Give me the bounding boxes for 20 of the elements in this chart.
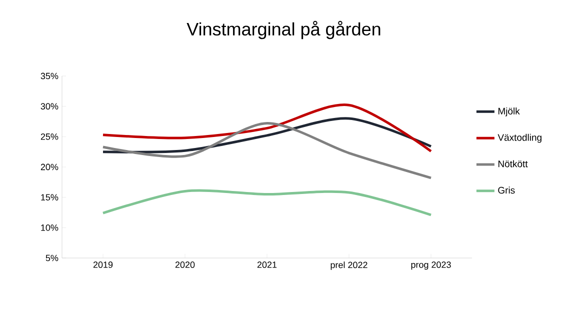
x-tick-label: 2020 [175, 262, 195, 268]
line-series [102, 122, 432, 180]
line-series [102, 104, 432, 152]
y-tick-label: 25% [40, 133, 58, 140]
y-tick-label: 15% [41, 194, 58, 200]
legend-label: Mjölk [498, 107, 520, 116]
legend-label: Nötkött [498, 160, 528, 168]
y-tick-label: 30% [40, 103, 58, 110]
x-tick-label: 2021 [257, 262, 277, 268]
x-tick-label: prel 2022 [330, 262, 368, 270]
x-tick-label: prog 2023 [411, 262, 451, 270]
legend-label: Växtodling [498, 134, 542, 143]
x-tick-label: 2019 [93, 262, 113, 268]
y-tick-label: 35% [40, 72, 58, 80]
y-tick-label: 5% [46, 254, 58, 262]
y-tick-label: 10% [41, 224, 58, 231]
line-series [102, 189, 432, 216]
y-tick-label: 20% [40, 164, 58, 170]
chart-title: Vinstmarginal på gården [186, 20, 380, 40]
legend-label: Gris [498, 186, 515, 194]
